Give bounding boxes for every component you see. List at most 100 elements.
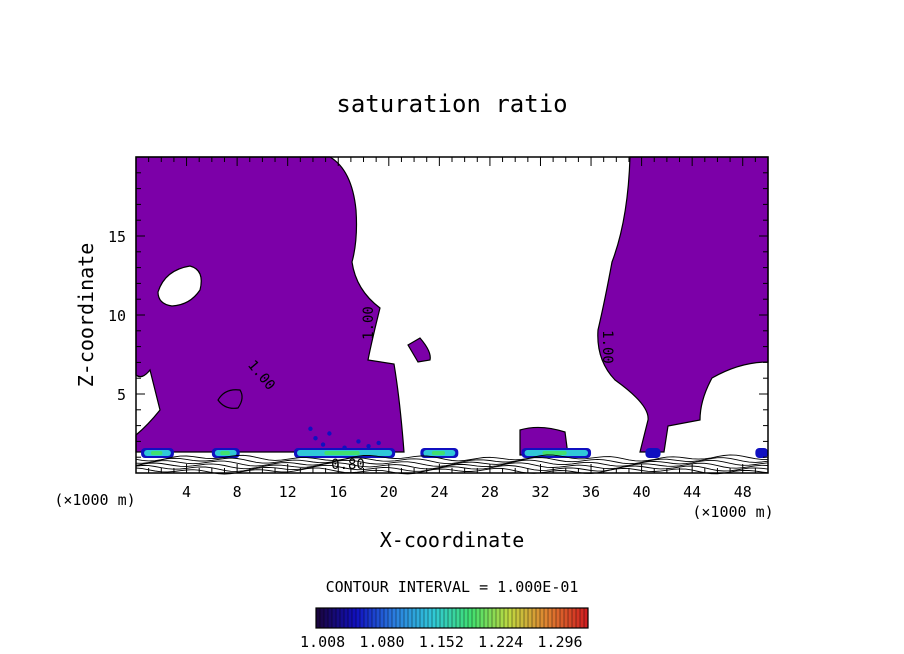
- x-tick-label: 8: [233, 483, 242, 501]
- colorbar-cell: [532, 608, 536, 628]
- colorbar-cell: [396, 608, 400, 628]
- band-core: [432, 451, 445, 455]
- colorbar-cell: [412, 608, 416, 628]
- band-outer: [755, 448, 768, 458]
- colorbar-cell: [416, 608, 420, 628]
- colorbar-cell: [388, 608, 392, 628]
- band-dot: [376, 441, 380, 445]
- colorbar-cell: [356, 608, 360, 628]
- x-tick-label: 44: [683, 483, 701, 501]
- colorbar-cell: [316, 608, 320, 628]
- colorbar-cell: [328, 608, 332, 628]
- colorbar-cell: [364, 608, 368, 628]
- colorbar-cell: [436, 608, 440, 628]
- saturated-region-right: [598, 157, 768, 452]
- colorbar-cell: [512, 608, 516, 628]
- colorbar-cell: [352, 608, 356, 628]
- band-dot: [327, 431, 331, 435]
- colorbar-tick-label: 1.008: [300, 633, 345, 651]
- colorbar-cell: [548, 608, 552, 628]
- colorbar-cell: [400, 608, 404, 628]
- colorbar-cell: [516, 608, 520, 628]
- x-tick-label: 16: [329, 483, 347, 501]
- colorbar-cell: [452, 608, 456, 628]
- colorbar-cell: [360, 608, 364, 628]
- colorbar-cell: [564, 608, 568, 628]
- colorbar-cell: [376, 608, 380, 628]
- colorbar-cell: [520, 608, 524, 628]
- colorbar-cell: [408, 608, 412, 628]
- x-tick-label: 40: [633, 483, 651, 501]
- colorbar-cell: [456, 608, 460, 628]
- colorbar-cell: [368, 608, 372, 628]
- band-dot: [366, 444, 370, 448]
- x-tick-label: 32: [531, 483, 549, 501]
- colorbar-cell: [544, 608, 548, 628]
- colorbar-cell: [372, 608, 376, 628]
- colorbar-cell: [448, 608, 452, 628]
- colorbar-cell: [336, 608, 340, 628]
- colorbar-cell: [464, 608, 468, 628]
- colorbar-cell: [484, 608, 488, 628]
- colorbar-cell: [380, 608, 384, 628]
- x-tick-label: 48: [734, 483, 752, 501]
- colorbar-cell: [420, 608, 424, 628]
- colorbar-cell: [496, 608, 500, 628]
- colorbar-cell: [476, 608, 480, 628]
- colorbar-cell: [524, 608, 528, 628]
- x-tick-label: 24: [430, 483, 448, 501]
- colorbar-cell: [392, 608, 396, 628]
- colorbar-cell: [472, 608, 476, 628]
- band-outer: [645, 448, 660, 458]
- saturated-region: [136, 157, 768, 455]
- x-tick-label: 12: [279, 483, 297, 501]
- colorbar-cell: [488, 608, 492, 628]
- colorbar-cell: [444, 608, 448, 628]
- colorbar-cell: [528, 608, 532, 628]
- band-core: [542, 451, 566, 455]
- y-tick-label: 15: [108, 228, 126, 246]
- contour-label: 1.00: [361, 306, 377, 340]
- y-tick-label: 5: [117, 386, 126, 404]
- colorbar-cell: [580, 608, 584, 628]
- colorbar-tick-labels: 1.008 1.080 1.152 1.224 1.296: [300, 633, 583, 651]
- colorbar-cell: [320, 608, 324, 628]
- colorbar-cell: [428, 608, 432, 628]
- colorbar-cell: [340, 608, 344, 628]
- colorbar-cell: [536, 608, 540, 628]
- colorbar-cell: [576, 608, 580, 628]
- band-dot: [342, 446, 346, 450]
- y-axis-unit: (×1000 m): [54, 491, 135, 509]
- colorbar-cell: [540, 608, 544, 628]
- colorbar-cell: [552, 608, 556, 628]
- colorbar-cell: [324, 608, 328, 628]
- colorbar-cell: [440, 608, 444, 628]
- colorbar-cell: [568, 608, 572, 628]
- colorbar-cell: [492, 608, 496, 628]
- y-axis-label: Z-coordinate: [74, 243, 98, 388]
- y-tick-label: 10: [108, 307, 126, 325]
- colorbar-cell: [404, 608, 408, 628]
- colorbar-cell: [560, 608, 564, 628]
- x-tick-label: 28: [481, 483, 499, 501]
- band-core: [220, 451, 230, 455]
- band-dot: [313, 436, 317, 440]
- saturated-region-mid: [408, 338, 430, 362]
- colorbar-cell: [508, 608, 512, 628]
- colorbar-cell: [468, 608, 472, 628]
- colorbar-cell: [460, 608, 464, 628]
- colorbar-tick-label: 1.224: [478, 633, 523, 651]
- colorbar-cell: [332, 608, 336, 628]
- band-dot: [356, 439, 360, 443]
- colorbar-tick-label: 1.080: [359, 633, 404, 651]
- x-tick-label: 36: [582, 483, 600, 501]
- x-tick-label: 4: [182, 483, 191, 501]
- band-dot: [308, 427, 312, 431]
- colorbar-tick-label: 1.296: [537, 633, 582, 651]
- x-axis-label: X-coordinate: [380, 528, 525, 552]
- colorbar-cell: [432, 608, 436, 628]
- colorbar-cell: [384, 608, 388, 628]
- x-axis-unit: (×1000 m): [692, 503, 773, 521]
- band-dot: [321, 442, 325, 446]
